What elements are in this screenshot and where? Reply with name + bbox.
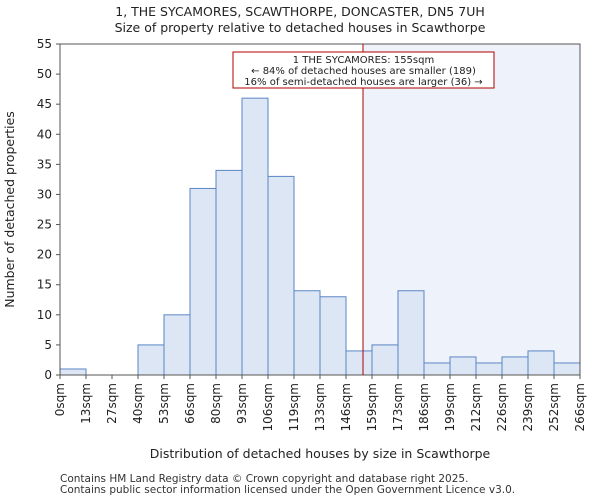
histogram-bar (345, 350, 373, 376)
y-tick-label: 55 (37, 37, 52, 51)
histogram-bar (423, 362, 451, 376)
y-tick-label: 5 (44, 338, 52, 352)
footer-licence: Contains public sector information licen… (60, 484, 516, 496)
histogram-bar (449, 356, 477, 376)
y-tick-label: 0 (44, 368, 52, 382)
x-tick-label: 239sqm (521, 383, 535, 431)
annotation-larger: 16% of semi-detached houses are larger (… (244, 77, 482, 88)
y-tick-label: 15 (37, 278, 52, 292)
footer-copyright: Contains HM Land Registry data © Crown c… (60, 473, 469, 485)
x-tick-label: 226sqm (495, 383, 509, 431)
histogram-bar (501, 356, 529, 376)
x-tick-label: 252sqm (547, 383, 561, 431)
histogram-bar (319, 296, 347, 376)
x-tick-label: 119sqm (287, 383, 301, 431)
y-tick-label: 35 (37, 157, 52, 171)
chart-subtitle: Size of property relative to detached ho… (114, 20, 486, 35)
x-tick-label: 212sqm (469, 383, 483, 431)
x-tick-label: 146sqm (339, 383, 353, 431)
x-tick-label: 199sqm (443, 383, 457, 431)
histogram-bar (59, 368, 87, 376)
y-tick-label: 10 (37, 308, 52, 322)
y-tick-label: 30 (37, 187, 52, 201)
x-tick-label: 80sqm (209, 383, 223, 424)
x-tick-label: 106sqm (261, 383, 275, 431)
chart-title: 1, THE SYCAMORES, SCAWTHORPE, DONCASTER,… (115, 4, 485, 19)
histogram-bar (215, 169, 243, 376)
x-tick-label: 133sqm (313, 383, 327, 431)
histogram-bar (371, 344, 399, 376)
x-tick-label: 13sqm (79, 383, 93, 424)
x-tick-label: 40sqm (131, 383, 145, 424)
annotation-smaller: ← 84% of detached houses are smaller (18… (251, 66, 476, 77)
histogram-bar (293, 290, 321, 376)
x-tick-label: 66sqm (183, 383, 197, 424)
x-tick-label: 173sqm (391, 383, 405, 431)
y-tick-label: 20 (37, 248, 52, 262)
annotation-box (232, 51, 495, 89)
x-tick-label: 0sqm (53, 383, 67, 416)
histogram-bar (241, 97, 269, 376)
x-tick-label: 93sqm (235, 383, 249, 424)
y-tick-label: 40 (37, 127, 52, 141)
histogram-bar (553, 362, 581, 376)
histogram-bar (137, 344, 165, 376)
annotation-title: 1 THE SYCAMORES: 155sqm (293, 55, 434, 66)
x-tick-label: 266sqm (573, 383, 587, 431)
larger-region-shade (363, 44, 580, 375)
histogram-bar (527, 350, 555, 376)
x-tick-label: 159sqm (365, 383, 379, 431)
histogram-bar (189, 187, 217, 376)
y-axis-title: Number of detached properties (2, 111, 17, 308)
histogram-bar (475, 362, 503, 376)
y-tick-label: 25 (37, 218, 52, 232)
x-axis-title: Distribution of detached houses by size … (150, 446, 491, 461)
histogram-bar (163, 314, 191, 376)
y-tick-label: 50 (37, 67, 52, 81)
x-tick-label: 27sqm (105, 383, 119, 424)
histogram-bar (267, 175, 295, 376)
histogram-bar (397, 290, 425, 376)
y-tick-label: 45 (37, 97, 52, 111)
x-tick-label: 186sqm (417, 383, 431, 431)
x-tick-label: 53sqm (157, 383, 171, 424)
